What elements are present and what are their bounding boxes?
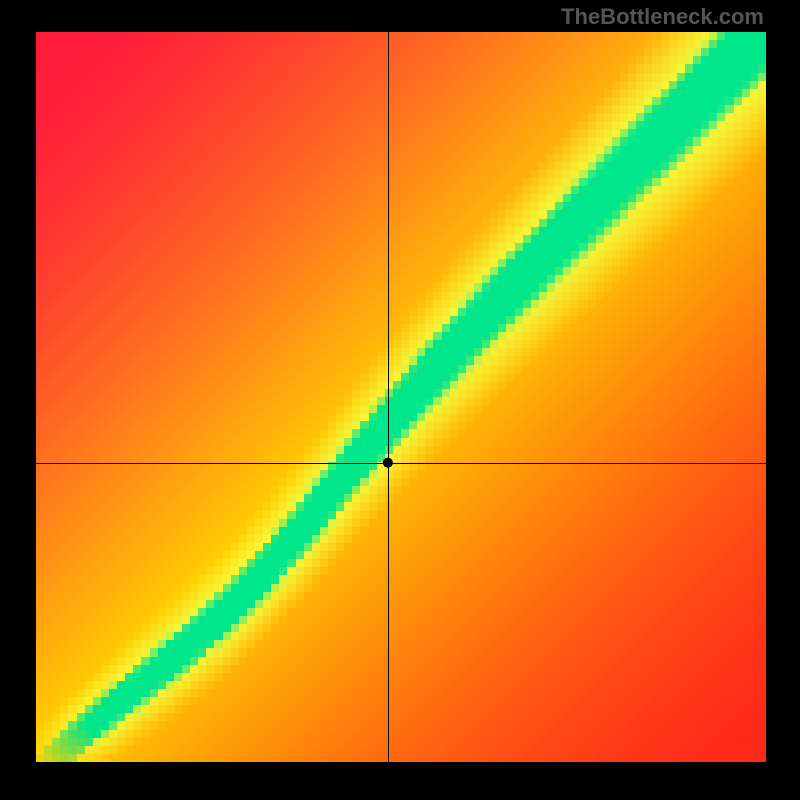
bottleneck-heatmap [36, 32, 766, 762]
watermark-text: TheBottleneck.com [561, 4, 764, 30]
